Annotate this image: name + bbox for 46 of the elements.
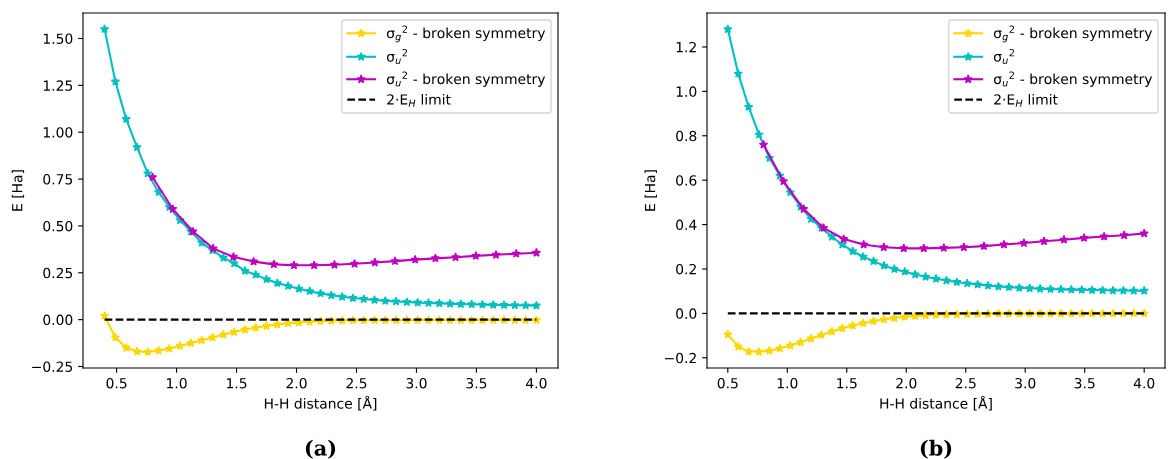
x-tick-label: 1.0 — [167, 377, 187, 389]
y-tick-label: 0.2 — [676, 263, 696, 275]
y-tick-label: 1.0 — [676, 86, 697, 97]
y-tick-label: 1.00 — [43, 127, 73, 138]
y-axis-title: E [Ha] — [11, 170, 25, 211]
x-tick-label: 3.5 — [1074, 377, 1095, 389]
y-tick-label: 1.25 — [43, 80, 73, 91]
x-tick-label: 4.0 — [526, 377, 547, 389]
x-tick-label: 3.0 — [1015, 377, 1036, 389]
y-tick-label: 1.2 — [676, 41, 696, 53]
legend-label: σ$_{u}$$^{2}$ — [386, 49, 408, 64]
legend-label: σ$_{g}$$^{2}$ - broken symmetry — [386, 25, 546, 43]
x-tick-label: 0.5 — [717, 377, 738, 389]
x-tick-label: 1.5 — [837, 378, 857, 389]
y-tick-label: −0.25 — [32, 361, 73, 372]
x-tick-label: 3.5 — [466, 377, 487, 389]
text: (b) — [920, 439, 952, 459]
x-tick-label: 2.5 — [346, 377, 367, 389]
y-tick-label: 0.25 — [43, 267, 73, 279]
y-tick-label: 0.75 — [43, 174, 73, 185]
legend-label: 2·E$_{H}$ limit — [387, 93, 451, 107]
y-axis-title: E [Ha] — [644, 170, 657, 211]
x-axis-title: H-H distance [Å] — [264, 395, 377, 411]
y-tick-label: 0.4 — [676, 219, 697, 231]
y-tick-label: 0.00 — [43, 314, 73, 326]
y-tick-label: 0.0 — [676, 308, 697, 319]
legend-label: σ$_{u}$$^{2}$ - broken symmetry — [993, 71, 1153, 87]
x-tick-label: 1.5 — [227, 378, 247, 389]
y-tick-label: −0.2 — [665, 352, 696, 364]
text: (a) — [305, 439, 336, 459]
y-tick-label: 0.8 — [676, 130, 697, 142]
x-axis-title: H-H distance [Å] — [880, 395, 992, 411]
legend-label: σ$_{u}$$^{2}$ — [993, 49, 1015, 64]
legend-label: 2·E$_{H}$ limit — [994, 93, 1058, 107]
x-tick-label: 0.5 — [106, 377, 127, 389]
x-tick-label: 2.0 — [896, 377, 917, 389]
y-tick-label: 0.6 — [676, 175, 697, 186]
y-tick-label: 0.50 — [43, 220, 73, 232]
legend-label: σ$_{g}$$^{2}$ - broken symmetry — [993, 25, 1153, 43]
x-tick-label: 1.0 — [777, 377, 798, 389]
y-tick-label: 1.50 — [43, 33, 73, 44]
legend-label: σ$_{u}$$^{2}$ - broken symmetry — [386, 71, 546, 87]
x-tick-label: 3.0 — [406, 377, 427, 389]
x-tick-label: 2.5 — [955, 377, 976, 389]
x-tick-label: 4.0 — [1133, 377, 1155, 389]
x-tick-label: 2.0 — [286, 377, 307, 389]
